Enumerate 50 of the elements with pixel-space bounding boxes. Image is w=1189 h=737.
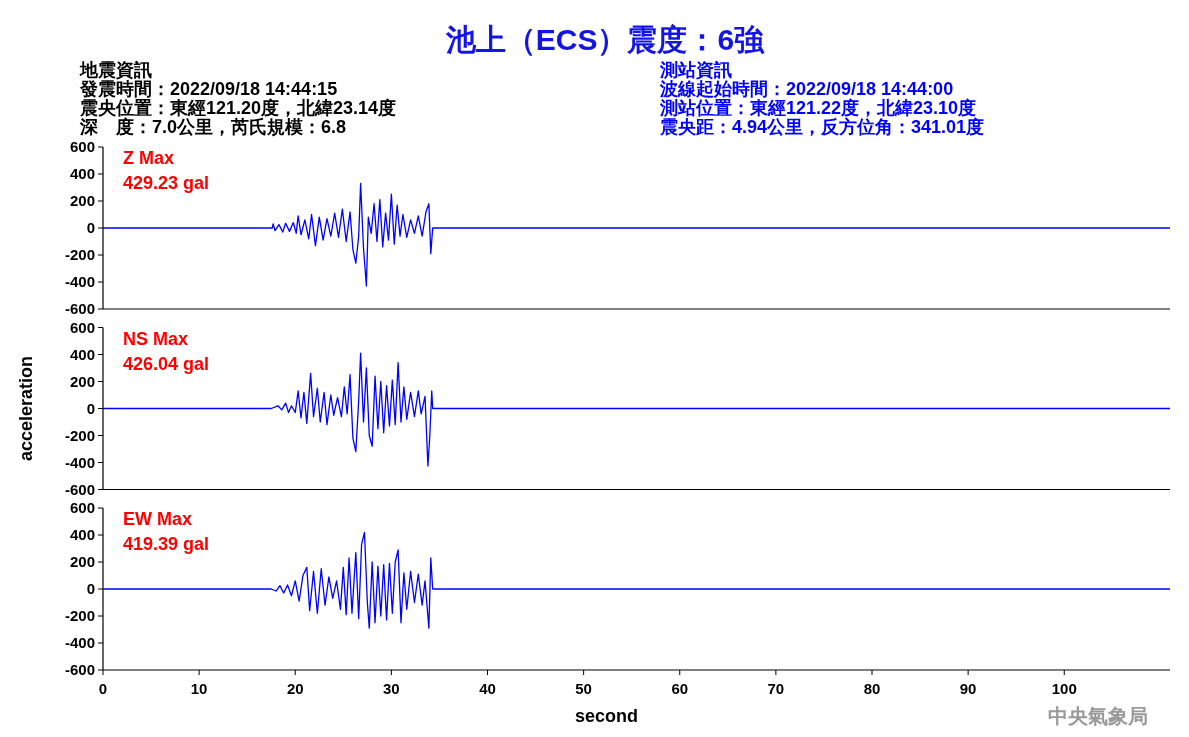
text: 波線起始時間：2022/09/18 14:44:00 (659, 79, 954, 99)
text: 地震資訊 (79, 60, 152, 80)
x-tick-label: 10 (190, 680, 208, 697)
x-tick-label: 20 (286, 680, 304, 697)
y-tick-label: -600 (64, 480, 95, 498)
x-axis-title: second (574, 706, 639, 726)
text: 震央距：4.94公里，反方位角：341.01度 (659, 117, 985, 137)
y-axis-title: acceleration (16, 355, 36, 462)
text: 測站位置：東經121.22度，北緯23.10度 (659, 98, 977, 118)
annotation: Z Max (123, 148, 175, 168)
y-tick-label: -400 (64, 634, 95, 651)
annotation: NS Max (123, 328, 189, 349)
y-tick-label: 400 (69, 526, 95, 543)
x-tick-label: 40 (479, 680, 496, 697)
y-tick-label: -600 (64, 661, 95, 678)
text: 發震時間：2022/09/18 14:44:15 (79, 79, 338, 99)
chart-title: 池上（ECS）震度：6強 (444, 23, 766, 56)
y-tick-label: 0 (86, 219, 95, 236)
y-tick-label: -400 (64, 273, 95, 290)
x-tick-label: 60 (671, 680, 689, 697)
text: 測站資訊 (659, 60, 732, 80)
annotation: 426.04 gal (123, 353, 210, 374)
y-tick-label: -200 (64, 246, 95, 263)
y-tick-label: 600 (69, 318, 95, 336)
y-tick-label: 200 (69, 553, 95, 570)
x-tick-label: 50 (575, 680, 592, 697)
annotation: EW Max (123, 509, 193, 529)
y-tick-label: 400 (69, 345, 95, 363)
y-tick-label: 0 (86, 399, 95, 417)
x-tick-label: 90 (959, 680, 977, 697)
y-tick-label: -200 (64, 607, 95, 624)
y-tick-label: -600 (64, 300, 95, 317)
y-tick-label: 600 (69, 138, 95, 155)
annotation: 429.23 gal (123, 173, 210, 193)
y-tick-label: 200 (69, 192, 95, 209)
y-tick-label: -400 (64, 453, 95, 471)
text: 深 度：7.0公里，芮氏規模：6.8 (79, 117, 347, 137)
y-tick-label: 200 (69, 372, 95, 390)
y-tick-label: 0 (86, 580, 95, 597)
x-tick-label: 80 (863, 680, 881, 697)
x-tick-label: 30 (383, 680, 400, 697)
x-tick-label: 0 (98, 680, 108, 697)
x-tick-label: 100 (1051, 680, 1077, 697)
text: 震央位置：東經121.20度，北緯23.14度 (79, 98, 397, 118)
annotation: 419.39 gal (123, 534, 210, 554)
x-tick-label: 70 (767, 680, 785, 697)
text: 中央氣象局 (1048, 705, 1148, 727)
y-tick-label: 600 (69, 499, 95, 516)
y-tick-label: 400 (69, 165, 95, 182)
y-tick-label: -200 (64, 426, 95, 444)
